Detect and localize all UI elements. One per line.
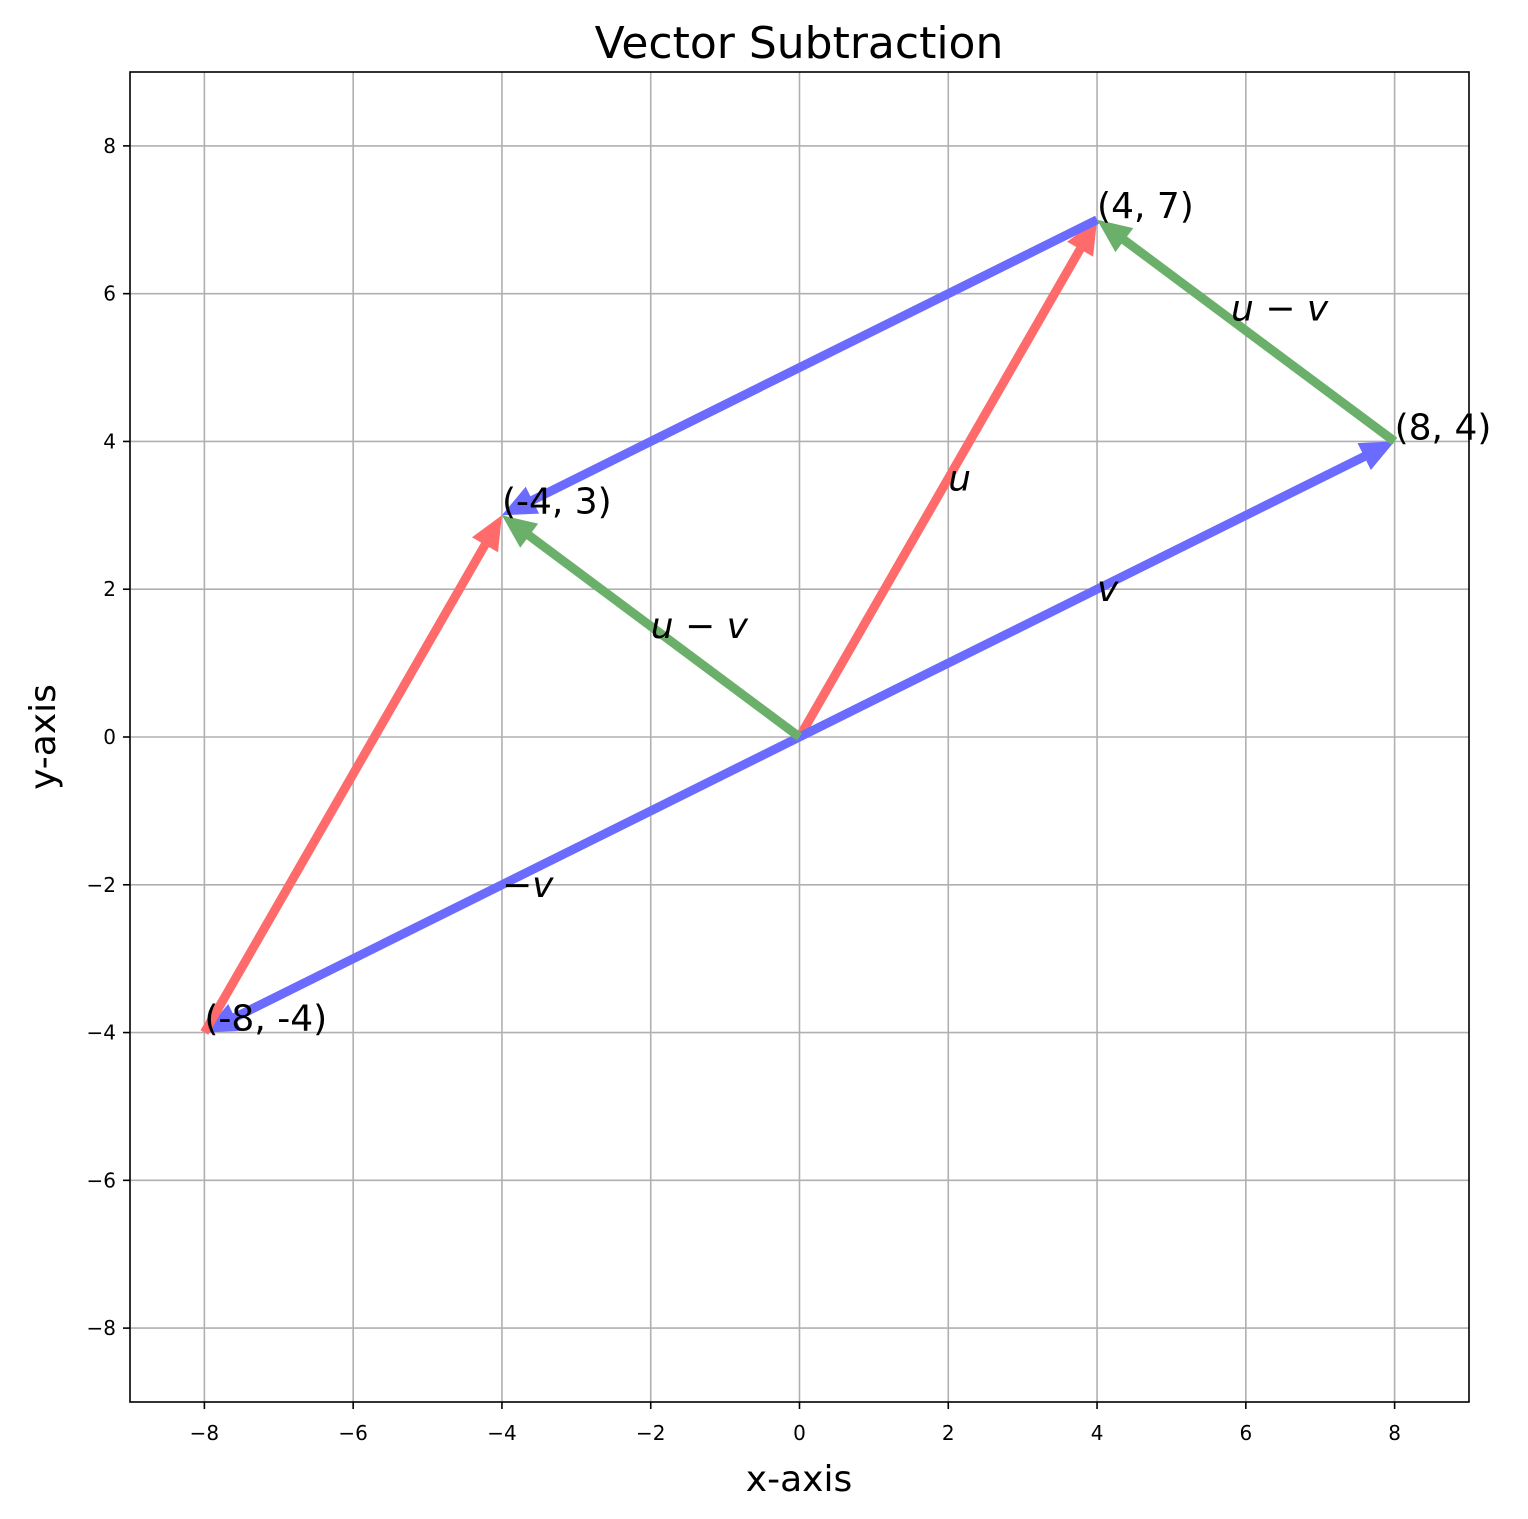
y-tick-label: −4: [87, 1021, 116, 1045]
x-tick-label: −8: [190, 1421, 219, 1445]
vector-label: v: [1097, 569, 1119, 610]
x-tick-label: 4: [1091, 1421, 1104, 1445]
x-tick-label: −2: [636, 1421, 665, 1445]
point-label: (-8, -4): [204, 999, 327, 1040]
x-tick-label: 0: [793, 1421, 806, 1445]
y-tick-label: 8: [103, 134, 116, 158]
x-tick-label: 6: [1239, 1421, 1252, 1445]
vector-label: u − v: [1231, 288, 1329, 329]
y-tick-label: −8: [87, 1316, 116, 1340]
vector-label: u: [948, 458, 971, 499]
x-tick-label: −6: [338, 1421, 367, 1445]
point-label: (8, 4): [1395, 407, 1492, 448]
x-axis-label: x-axis: [746, 1459, 852, 1500]
y-tick-label: −6: [87, 1168, 116, 1192]
vectors: [200, 215, 1398, 1035]
vector-u-minus-v-shifted: [1097, 219, 1398, 446]
y-tick-label: 6: [103, 282, 116, 306]
vector-label: −v: [502, 865, 554, 906]
x-tick-label: 2: [942, 1421, 955, 1445]
vector-u-minus-v: [501, 515, 803, 741]
y-tick-label: 0: [103, 725, 116, 749]
ticks: −8 −6 −4 −2 0 2 4 6 8 −8 −6 −4 −2 0 2 4 6 8: [87, 134, 1401, 1445]
y-tick-label: 4: [103, 429, 116, 453]
vector-label: u − v: [651, 606, 749, 647]
vector-v-shifted-back: [501, 215, 1100, 516]
x-tick-label: −4: [487, 1421, 516, 1445]
y-tick-label: 2: [103, 577, 116, 601]
point-label: (4, 7): [1097, 186, 1194, 227]
vector-v: [797, 441, 1395, 741]
vector-u: [795, 219, 1098, 740]
point-label: (-4, 3): [502, 481, 612, 522]
y-tick-label: −2: [87, 873, 116, 897]
x-tick-label: 8: [1388, 1421, 1401, 1445]
y-axis-label: y-axis: [23, 684, 64, 790]
annotations: (4, 7) (8, 4) (-4, 3) (-8, -4) u v −v u − v u − …: [204, 186, 1491, 1040]
chart-title: Vector Subtraction: [595, 18, 1004, 69]
vector-u-shifted: [200, 515, 502, 1035]
vector-neg-v: [204, 733, 802, 1033]
